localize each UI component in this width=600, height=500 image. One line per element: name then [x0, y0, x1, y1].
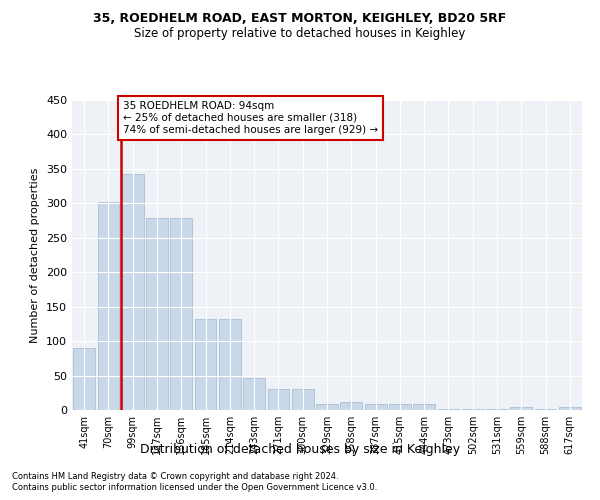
Bar: [437, 408, 460, 410]
Bar: [194, 319, 217, 410]
Bar: [268, 390, 289, 410]
Bar: [243, 378, 265, 410]
Bar: [292, 390, 314, 410]
Bar: [535, 408, 556, 410]
Text: Contains public sector information licensed under the Open Government Licence v3: Contains public sector information licen…: [12, 484, 377, 492]
Bar: [73, 348, 95, 410]
Bar: [462, 408, 484, 410]
Bar: [170, 218, 192, 410]
Bar: [97, 202, 119, 410]
Y-axis label: Number of detached properties: Number of detached properties: [31, 168, 40, 342]
Bar: [486, 408, 508, 410]
Bar: [122, 174, 143, 410]
Bar: [316, 404, 338, 410]
Bar: [146, 218, 168, 410]
Text: Contains HM Land Registry data © Crown copyright and database right 2024.: Contains HM Land Registry data © Crown c…: [12, 472, 338, 481]
Text: 35, ROEDHELM ROAD, EAST MORTON, KEIGHLEY, BD20 5RF: 35, ROEDHELM ROAD, EAST MORTON, KEIGHLEY…: [94, 12, 506, 26]
Text: Distribution of detached houses by size in Keighley: Distribution of detached houses by size …: [140, 442, 460, 456]
Text: Size of property relative to detached houses in Keighley: Size of property relative to detached ho…: [134, 28, 466, 40]
Bar: [559, 407, 581, 410]
Text: 35 ROEDHELM ROAD: 94sqm
← 25% of detached houses are smaller (318)
74% of semi-d: 35 ROEDHELM ROAD: 94sqm ← 25% of detache…: [123, 102, 378, 134]
Bar: [340, 402, 362, 410]
Bar: [389, 404, 411, 410]
Bar: [413, 404, 435, 410]
Bar: [219, 319, 241, 410]
Bar: [365, 404, 386, 410]
Bar: [511, 407, 532, 410]
